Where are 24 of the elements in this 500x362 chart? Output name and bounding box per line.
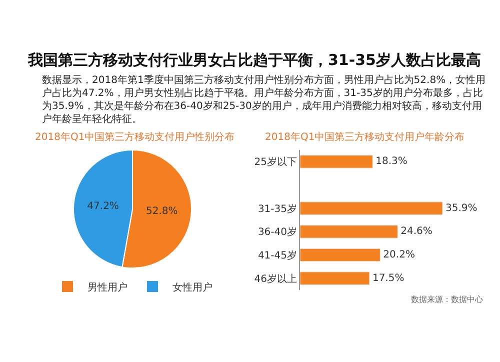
data-label: 52.8% <box>146 206 178 218</box>
bar <box>300 248 380 262</box>
data-label: 47.2% <box>87 200 119 212</box>
legend-label: 女性用户 <box>172 281 212 294</box>
bar <box>300 225 398 238</box>
y-tick-label: 46岁以上 <box>254 272 297 285</box>
data-label: 18.3% <box>376 156 408 168</box>
y-tick-label: 31-35岁 <box>258 202 297 215</box>
y-tick-label: 41-45岁 <box>258 250 297 262</box>
data-label: 24.6% <box>400 226 432 238</box>
bar <box>300 155 373 168</box>
chart-title: 2018年Q1中国第三方移动支付用户年龄分布 <box>265 131 465 143</box>
data-label: 35.9% <box>446 202 478 214</box>
source-note: 数据来源：数据中心 <box>411 295 483 304</box>
text: 数据显示，2018年第1季度中国第三方移动支付用户性别分布方面，男性用户占比为52.8%，女性用户占比为47.2%，用户男女性别占比趋于平稳。用户年龄分布方面，31-35岁的用户分布最多，占比为35.9%，其次是年龄分布在36-40岁和25-30岁的用户，成年用户消费能力相对较高，移动支付用户年龄呈年轻化特征。 <box>42 74 486 125</box>
bar <box>300 202 443 215</box>
y-tick-label: 25岁以下 <box>254 156 297 168</box>
bar <box>300 272 370 285</box>
y-tick-label: 36-40岁 <box>258 226 297 238</box>
data-label: 17.5% <box>372 272 404 284</box>
text: 我国第三方移动支付行业男女占比趋于平衡，31-35岁人数占比最高 <box>27 51 481 69</box>
legend-label: 男性用户 <box>88 281 128 294</box>
chart-title: 2018年Q1中国第三方移动支付用户性别分布 <box>35 131 235 143</box>
data-label: 20.2% <box>383 250 415 260</box>
